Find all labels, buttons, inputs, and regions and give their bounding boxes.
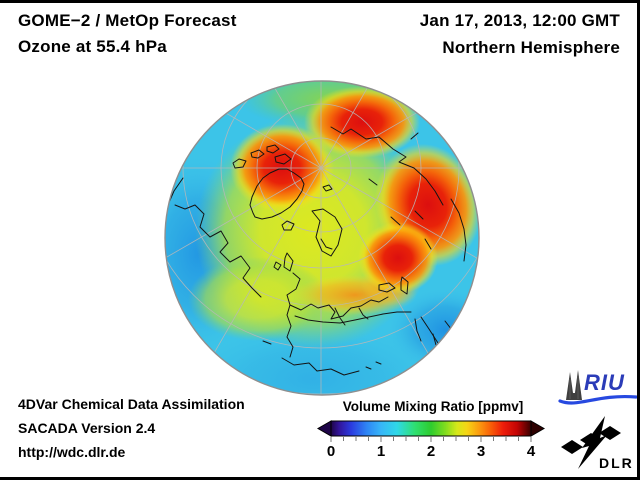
figure-subtitle: Ozone at 55.4 hPa — [18, 37, 167, 56]
colorbar-tick-label-4: 4 — [526, 443, 536, 460]
globe-ozone-map — [163, 79, 481, 397]
hemisphere-label: Northern Hemisphere — [442, 38, 620, 57]
colorbar-left-arrow — [316, 420, 332, 437]
colorbar-gradient-bar — [330, 420, 532, 437]
version-label: SACADA Version 2.4 — [18, 420, 156, 436]
colorbar-tick-label-2: 2 — [426, 443, 436, 460]
frame-border-bottom — [0, 477, 640, 480]
colorbar-title: Volume Mixing Ratio [ppmv] — [342, 399, 524, 414]
dlr-logo — [561, 416, 621, 469]
globe-limb — [164, 80, 480, 396]
colorbar-right-arrow — [530, 420, 546, 437]
colorbar — [316, 420, 546, 442]
assimilation-credit: 4DVar Chemical Data Assimilation — [18, 396, 245, 412]
frame-border-right — [637, 0, 640, 480]
colorbar-ticks — [330, 437, 532, 442]
colorbar-tick-label-3: 3 — [476, 443, 486, 460]
figure-title: GOME−2 / MetOp Forecast — [18, 11, 237, 30]
coastlines — [166, 126, 467, 376]
colorbar-tick-label-1: 1 — [376, 443, 386, 460]
riu-logo-text: RIU — [584, 370, 625, 395]
colorbar-tick-label-0: 0 — [326, 443, 336, 460]
dlr-logo-text: DLR — [599, 455, 634, 471]
dlr-arrow-icon — [578, 416, 607, 469]
riu-logo — [558, 370, 638, 405]
frame-border-top — [0, 0, 640, 3]
cathedral-icon — [566, 370, 582, 400]
timestamp-label: Jan 17, 2013, 12:00 GMT — [419, 11, 620, 30]
data-url: http://wdc.dlr.de — [18, 444, 126, 460]
globe-svg — [164, 80, 480, 396]
riu-wave-icon — [558, 394, 638, 405]
